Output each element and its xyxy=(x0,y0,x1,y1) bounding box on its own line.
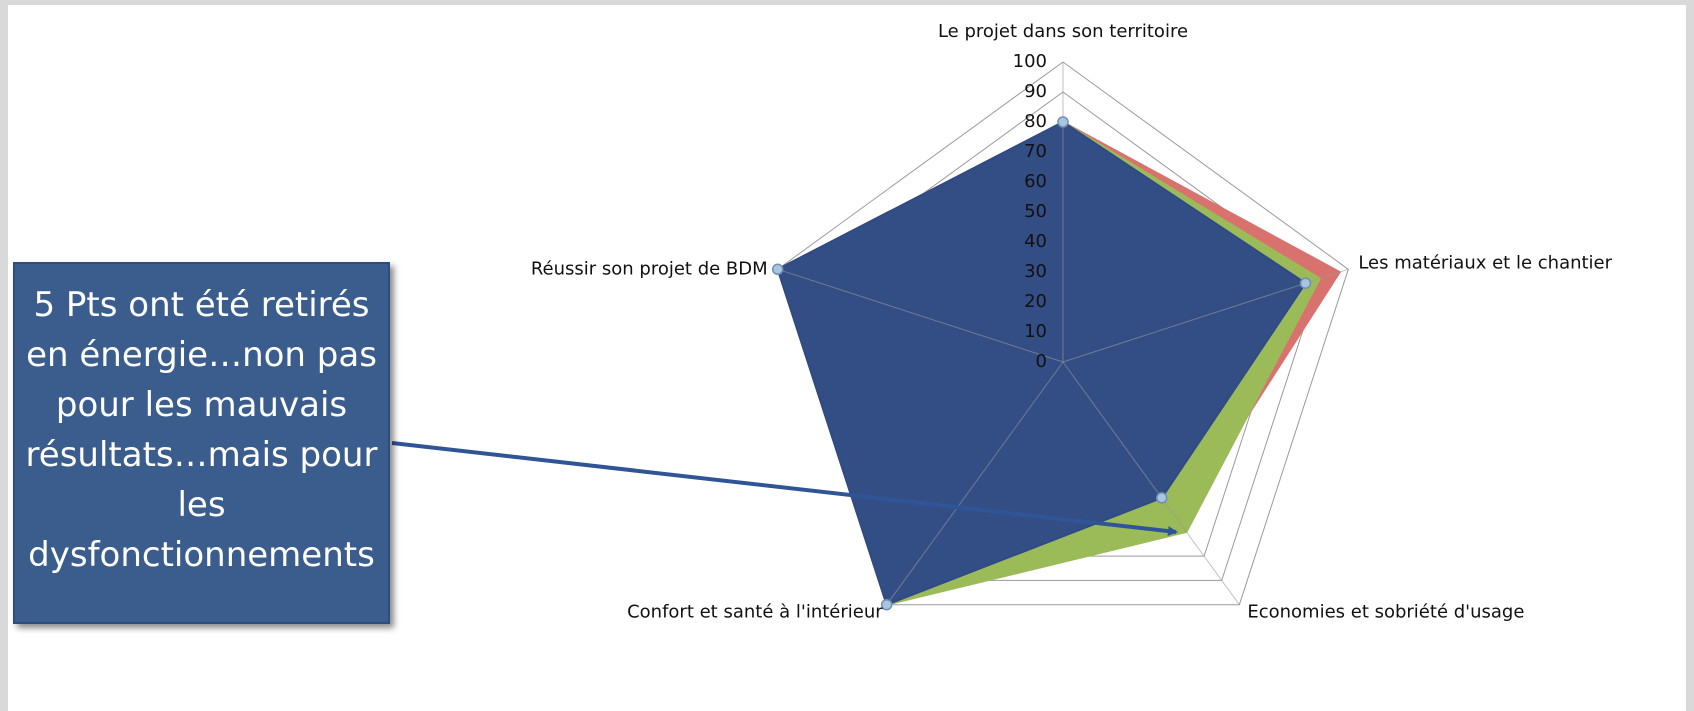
arrow xyxy=(391,441,1178,537)
spoke xyxy=(777,268,1064,363)
annotation: 5 Pts ont été retirés en énergie…non pas… xyxy=(13,262,390,624)
r-tick-label: 10 xyxy=(1024,321,1047,342)
point xyxy=(880,598,893,611)
r-tick-label: 40 xyxy=(1024,231,1047,252)
category-label: Les matériaux et le chantier xyxy=(1358,252,1612,273)
series-area xyxy=(776,120,1307,607)
category-label: Confort et santé à l'intérieur xyxy=(627,602,883,623)
point xyxy=(771,263,784,276)
r-tick-label: 70 xyxy=(1024,141,1047,162)
r-tick-label: 80 xyxy=(1024,111,1047,132)
category-label: Réussir son projet de BDM xyxy=(531,258,768,279)
r-tick-label: 0 xyxy=(1036,351,1047,372)
point xyxy=(1299,277,1312,289)
category-label: Economies et sobriété d'usage xyxy=(1247,602,1524,623)
r-tick-label: 20 xyxy=(1024,291,1047,312)
grid-ring xyxy=(777,61,1349,606)
category-label: Le projet dans son territoire xyxy=(938,21,1188,42)
r-tick-label: 100 xyxy=(1013,51,1047,72)
spoke xyxy=(1062,361,1240,605)
point xyxy=(1155,492,1168,504)
r-tick-label: 60 xyxy=(1024,171,1047,192)
spoke xyxy=(886,361,1064,605)
r-tick-label: 30 xyxy=(1024,261,1047,282)
point xyxy=(1057,116,1069,128)
r-tick-label: 50 xyxy=(1024,201,1047,222)
r-tick-label: 90 xyxy=(1024,81,1047,102)
